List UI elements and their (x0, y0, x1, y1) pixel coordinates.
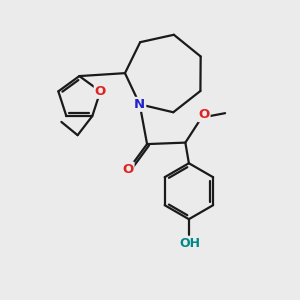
Text: O: O (198, 108, 209, 121)
Text: O: O (122, 163, 134, 176)
Text: N: N (134, 98, 145, 111)
Text: O: O (95, 85, 106, 98)
Text: OH: OH (180, 237, 201, 250)
